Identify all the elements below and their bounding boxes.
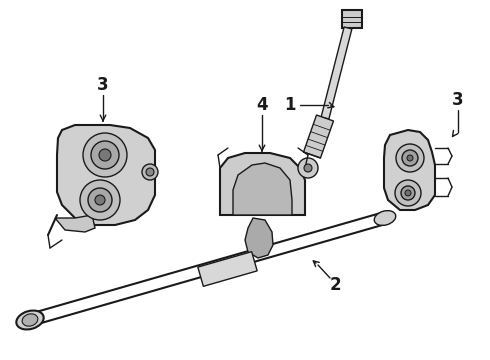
Circle shape [142,164,158,180]
Polygon shape [55,215,95,232]
Circle shape [91,141,119,169]
Text: 1: 1 [284,96,296,114]
Text: 3: 3 [452,91,464,109]
Polygon shape [384,130,435,210]
Ellipse shape [22,314,38,326]
Polygon shape [198,252,257,286]
Text: 4: 4 [256,96,268,114]
Ellipse shape [16,311,44,329]
Polygon shape [233,163,292,215]
Text: 3: 3 [97,76,109,94]
Circle shape [95,195,105,205]
Circle shape [407,155,413,161]
Circle shape [146,168,154,176]
Polygon shape [303,115,334,158]
Text: 2: 2 [329,276,341,294]
Circle shape [304,164,312,172]
Polygon shape [57,125,155,225]
Circle shape [405,190,411,196]
Polygon shape [342,10,362,28]
Polygon shape [321,27,352,119]
Circle shape [99,149,111,161]
Circle shape [395,180,421,206]
Circle shape [396,144,424,172]
Circle shape [83,133,127,177]
Circle shape [80,180,120,220]
Circle shape [402,150,418,166]
Circle shape [298,158,318,178]
Circle shape [401,186,415,200]
Circle shape [88,188,112,212]
Polygon shape [245,218,273,258]
Polygon shape [220,153,305,215]
Ellipse shape [374,211,396,225]
